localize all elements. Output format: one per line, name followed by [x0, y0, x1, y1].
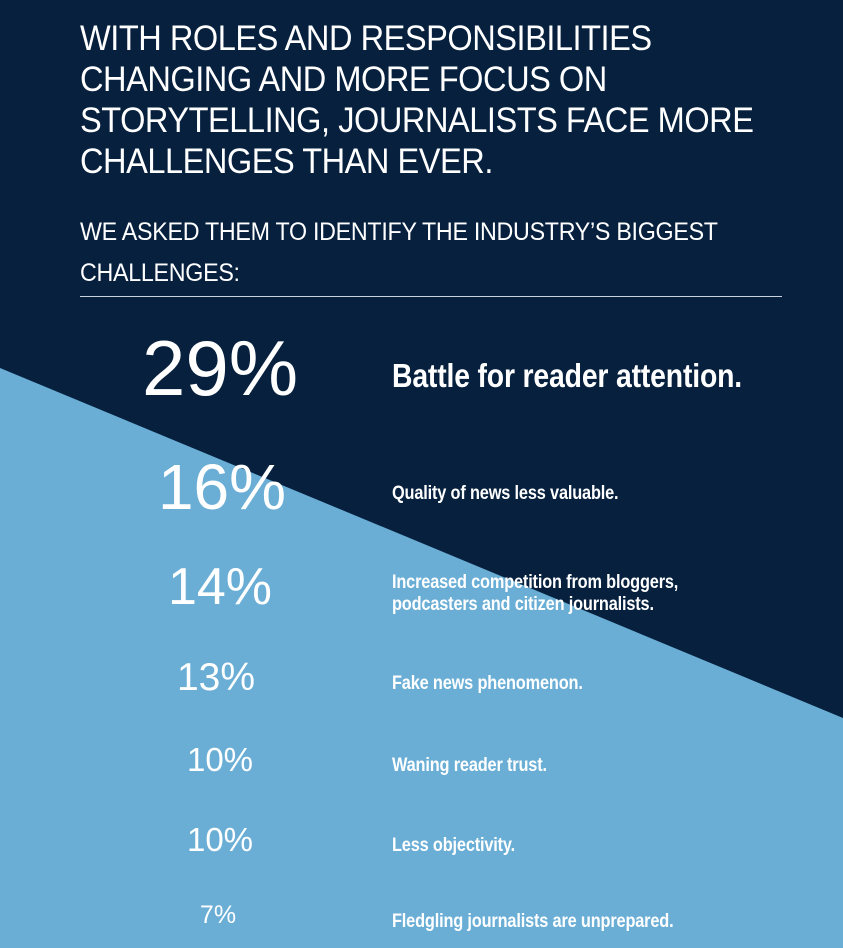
stat-percent-3: 14%	[167, 557, 273, 616]
stat-percent-4: 13%	[176, 655, 256, 699]
stat-label-5: Waning reader trust.	[392, 755, 547, 776]
stat-label-7: Fledgling journalists are unprepared.	[392, 911, 674, 932]
stat-percent-5: 10%	[186, 740, 254, 778]
stat-label-6: Less objectivity.	[392, 835, 516, 856]
stat-percent-1: 29%	[141, 324, 299, 413]
stat-label-4: Fake news phenomenon.	[392, 673, 583, 694]
divider-rule	[80, 296, 782, 297]
stat-label-1: Battle for reader attention.	[392, 357, 742, 394]
background-dark-navy	[0, 0, 843, 718]
stat-label-3: Increased competition from bloggers, podc…	[392, 572, 679, 615]
stat-percent-6: 10%	[186, 820, 254, 858]
stat-label-2: Quality of news less valuable.	[392, 483, 619, 504]
subheadline: WE ASKED THEM TO IDENTIFY THE INDUSTRY’S…	[80, 218, 718, 287]
stat-percent-2: 16%	[157, 450, 287, 523]
headline: WITH ROLES AND RESPONSIBILITIES CHANGING…	[80, 19, 754, 181]
stat-percent-7: 7%	[199, 901, 237, 929]
